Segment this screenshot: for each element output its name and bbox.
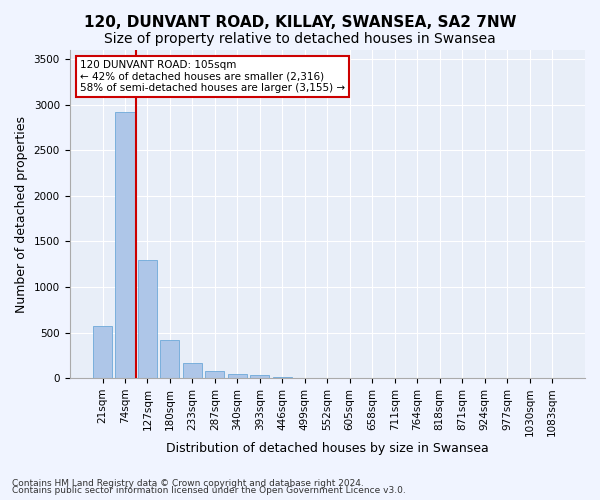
X-axis label: Distribution of detached houses by size in Swansea: Distribution of detached houses by size … bbox=[166, 442, 488, 455]
Bar bbox=[273, 376, 292, 378]
Bar bbox=[160, 340, 179, 378]
Bar bbox=[228, 374, 247, 378]
Bar bbox=[250, 375, 269, 378]
Text: 120, DUNVANT ROAD, KILLAY, SWANSEA, SA2 7NW: 120, DUNVANT ROAD, KILLAY, SWANSEA, SA2 … bbox=[84, 15, 516, 30]
Text: Contains public sector information licensed under the Open Government Licence v3: Contains public sector information licen… bbox=[12, 486, 406, 495]
Bar bbox=[138, 260, 157, 378]
Y-axis label: Number of detached properties: Number of detached properties bbox=[15, 116, 28, 312]
Text: 120 DUNVANT ROAD: 105sqm
← 42% of detached houses are smaller (2,316)
58% of sem: 120 DUNVANT ROAD: 105sqm ← 42% of detach… bbox=[80, 60, 345, 93]
Bar bbox=[205, 371, 224, 378]
Text: Size of property relative to detached houses in Swansea: Size of property relative to detached ho… bbox=[104, 32, 496, 46]
Bar bbox=[183, 363, 202, 378]
Bar bbox=[93, 326, 112, 378]
Bar bbox=[115, 112, 134, 378]
Text: Contains HM Land Registry data © Crown copyright and database right 2024.: Contains HM Land Registry data © Crown c… bbox=[12, 478, 364, 488]
